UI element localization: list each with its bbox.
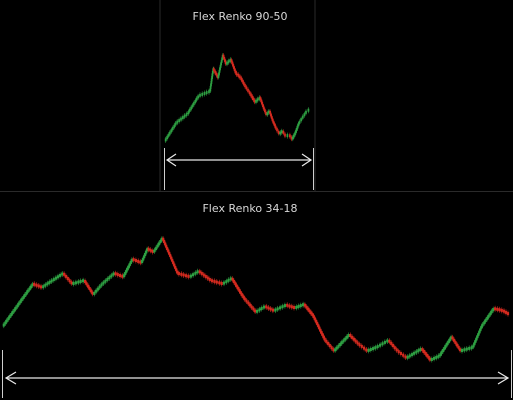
top-range-arrow	[165, 153, 313, 167]
top-chart-title: Flex Renko 90-50	[192, 10, 287, 23]
bottom-chart-title: Flex Renko 34-18	[202, 202, 297, 215]
bottom-chart-bricks	[2, 236, 510, 363]
bottom-range-arrow	[4, 371, 510, 385]
top-chart-bricks	[164, 53, 310, 143]
